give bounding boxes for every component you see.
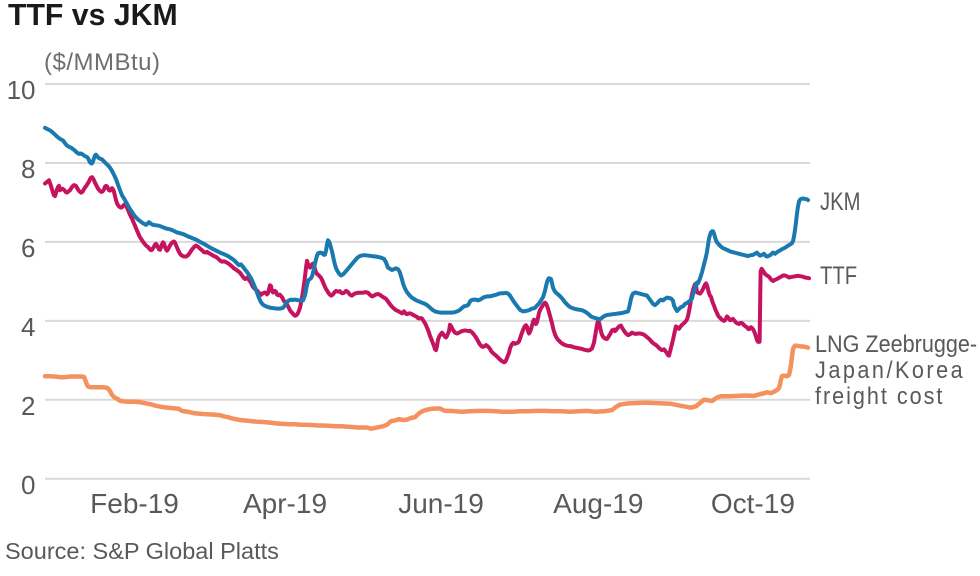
svg-text:Feb-19: Feb-19 (90, 488, 179, 519)
svg-text:Apr-19: Apr-19 (243, 488, 327, 519)
svg-text:10: 10 (7, 75, 36, 105)
svg-text:2: 2 (21, 391, 35, 421)
svg-text:8: 8 (21, 154, 35, 184)
svg-text:Oct-19: Oct-19 (711, 488, 795, 519)
svg-text:Jun-19: Jun-19 (398, 488, 484, 519)
svg-text:0: 0 (21, 470, 35, 500)
svg-text:4: 4 (21, 312, 35, 342)
svg-text:6: 6 (21, 233, 35, 263)
svg-text:Aug-19: Aug-19 (553, 488, 643, 519)
